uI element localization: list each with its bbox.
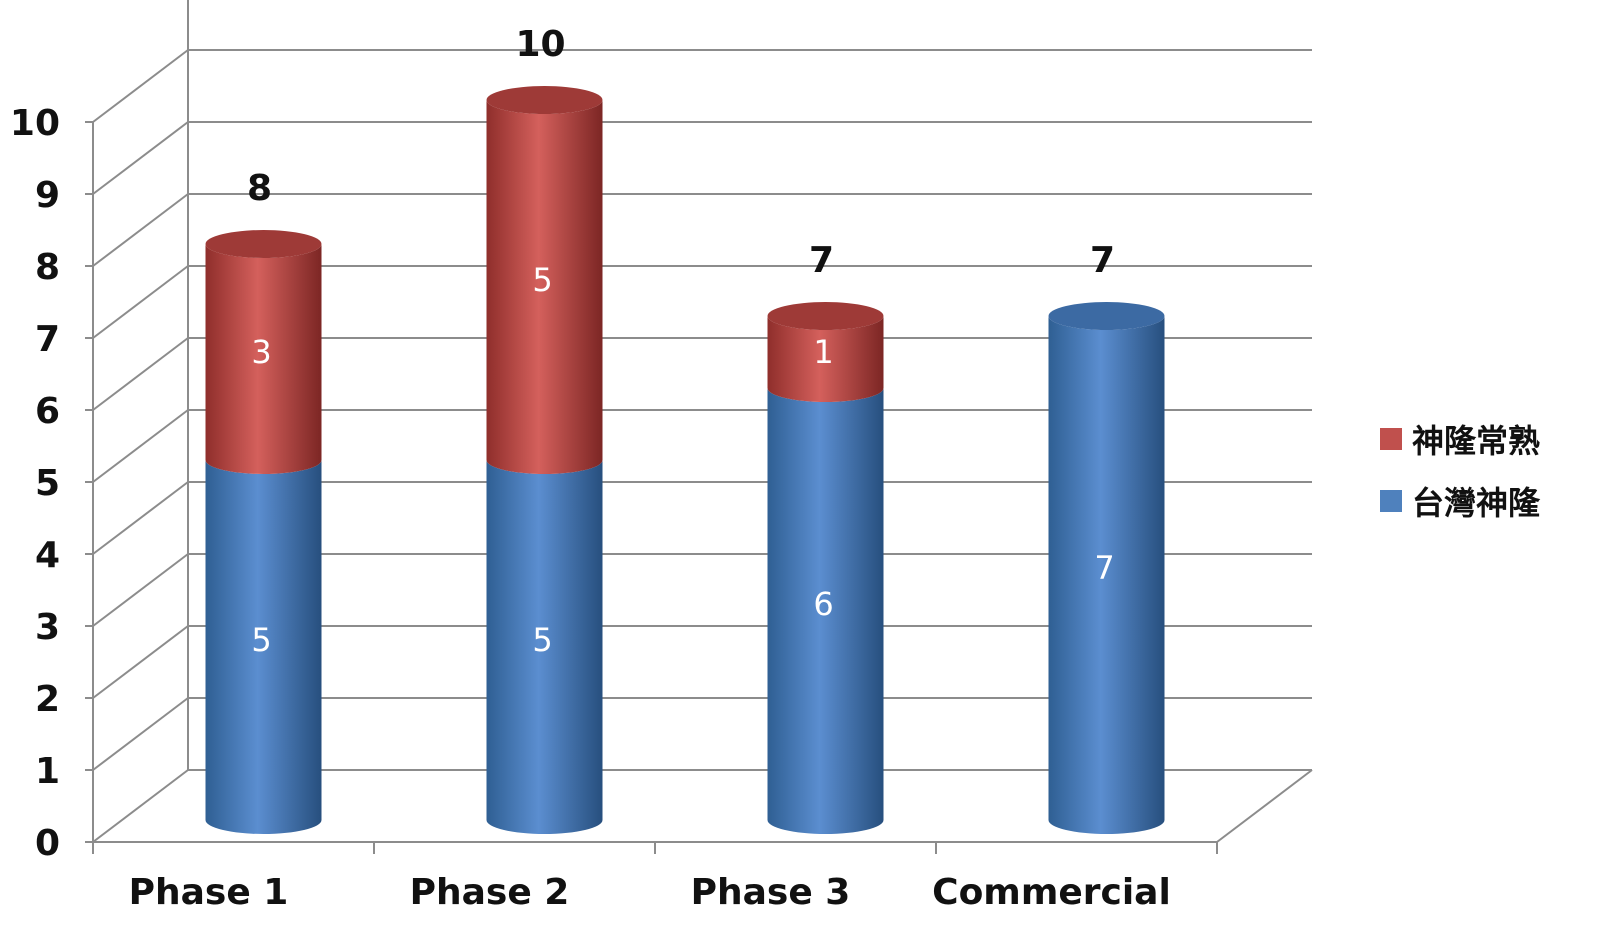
x-category-label: Phase 3 bbox=[691, 872, 851, 913]
legend-item: 神隆常熟 bbox=[1380, 422, 1540, 460]
y-tick-label: 6 bbox=[35, 391, 60, 432]
total-labels: 8 10 7 7 bbox=[247, 24, 1115, 281]
legend-label: 神隆常熟 bbox=[1412, 422, 1540, 460]
wall-diagonal bbox=[92, 337, 189, 411]
y-tick-label: 1 bbox=[35, 751, 60, 792]
x-category-label: Phase 1 bbox=[129, 872, 289, 913]
bar-changshu-2 bbox=[767, 316, 884, 402]
y-tick-label: 10 bbox=[10, 103, 60, 144]
y-tick-label: 5 bbox=[35, 463, 60, 504]
legend-label: 台灣神隆 bbox=[1412, 484, 1541, 522]
bar-top-cap bbox=[205, 230, 322, 258]
total-value-label: 7 bbox=[1090, 240, 1115, 281]
x-category-label: Commercial bbox=[932, 872, 1171, 913]
segment-value-label: 5 bbox=[251, 621, 271, 659]
legend-swatch bbox=[1380, 428, 1402, 450]
total-value-label: 10 bbox=[515, 24, 565, 65]
bar-changshu-0 bbox=[205, 244, 322, 474]
bar-top-cap bbox=[486, 86, 603, 114]
total-value-label: 8 bbox=[247, 168, 272, 209]
y-tick-label: 0 bbox=[35, 823, 60, 864]
floor-right-edge bbox=[1216, 769, 1313, 843]
wall-diagonal bbox=[92, 49, 189, 123]
wall-diagonal bbox=[92, 481, 189, 555]
wall-diagonal bbox=[92, 121, 189, 195]
total-value-label: 7 bbox=[809, 240, 834, 281]
y-tick-label: 7 bbox=[35, 319, 60, 360]
y-tick-label: 9 bbox=[35, 175, 60, 216]
segment-value-label: 3 bbox=[251, 333, 271, 371]
bar-top-cap bbox=[767, 302, 884, 330]
wall-diagonal bbox=[92, 769, 189, 843]
y-tick-label: 2 bbox=[35, 679, 60, 720]
y-tick-label: 4 bbox=[35, 535, 60, 576]
bar-taiwan-0 bbox=[205, 460, 322, 834]
wall-diagonal bbox=[92, 697, 189, 771]
wall-diagonal bbox=[92, 409, 189, 483]
legend-swatch bbox=[1380, 490, 1402, 512]
y-tick-label: 8 bbox=[35, 247, 60, 288]
segment-value-label: 5 bbox=[532, 261, 552, 299]
bar-taiwan-2 bbox=[767, 388, 884, 834]
x-axis-category-labels: Phase 1 Phase 2 Phase 3 Commercial bbox=[129, 872, 1171, 913]
legend-item: 台灣神隆 bbox=[1380, 484, 1541, 522]
y-tick-label: 3 bbox=[35, 607, 60, 648]
segment-value-label: 6 bbox=[813, 585, 833, 623]
segment-value-label: 7 bbox=[1094, 549, 1114, 587]
bars: 5 3 5 5 6 1 7 bbox=[205, 86, 1165, 834]
wall-diagonal bbox=[92, 265, 189, 339]
segment-value-label: 1 bbox=[813, 333, 833, 371]
wall-diagonal bbox=[92, 193, 189, 267]
axes bbox=[85, 121, 1313, 854]
bar-top-cap bbox=[1048, 302, 1165, 330]
bar-taiwan-3 bbox=[1048, 316, 1165, 834]
segment-value-label: 5 bbox=[532, 621, 552, 659]
x-category-label: Phase 2 bbox=[410, 872, 570, 913]
bar-taiwan-1 bbox=[486, 460, 603, 834]
bar-changshu-1 bbox=[486, 100, 603, 474]
wall-diagonal bbox=[92, 625, 189, 699]
y-axis-tick-labels: 0 1 2 3 4 5 6 7 8 9 10 bbox=[10, 103, 60, 864]
wall-diagonal bbox=[92, 553, 189, 627]
